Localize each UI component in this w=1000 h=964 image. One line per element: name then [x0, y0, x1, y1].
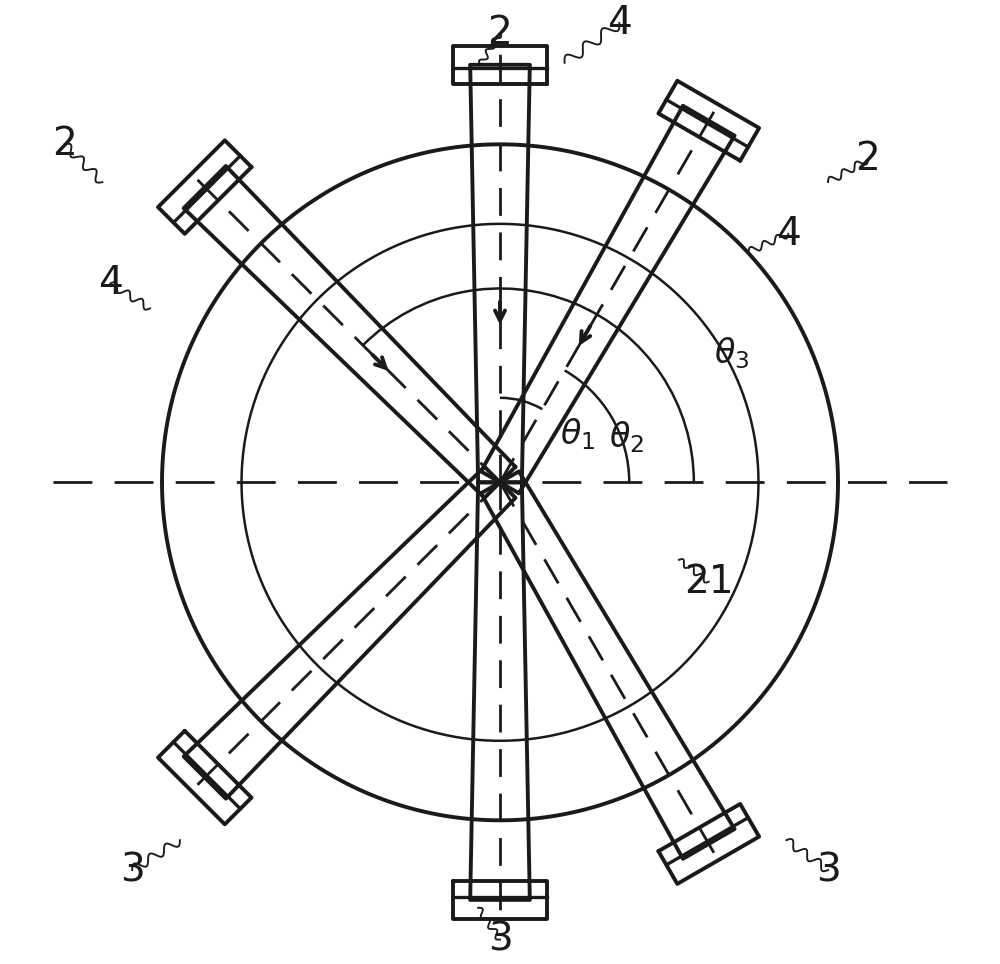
Text: 21: 21 [684, 563, 734, 601]
Text: 3: 3 [816, 851, 840, 889]
Text: 4: 4 [98, 264, 123, 303]
Text: 2: 2 [855, 140, 880, 178]
Text: $\theta_3$: $\theta_3$ [714, 335, 749, 371]
Text: 2: 2 [52, 125, 77, 163]
Text: $\theta_2$: $\theta_2$ [609, 419, 644, 455]
Text: 4: 4 [776, 215, 801, 253]
Text: 4: 4 [607, 4, 632, 42]
Text: 3: 3 [120, 851, 145, 889]
Text: $\theta_1$: $\theta_1$ [560, 416, 595, 452]
Text: 2: 2 [488, 13, 512, 52]
Text: 3: 3 [488, 921, 512, 958]
